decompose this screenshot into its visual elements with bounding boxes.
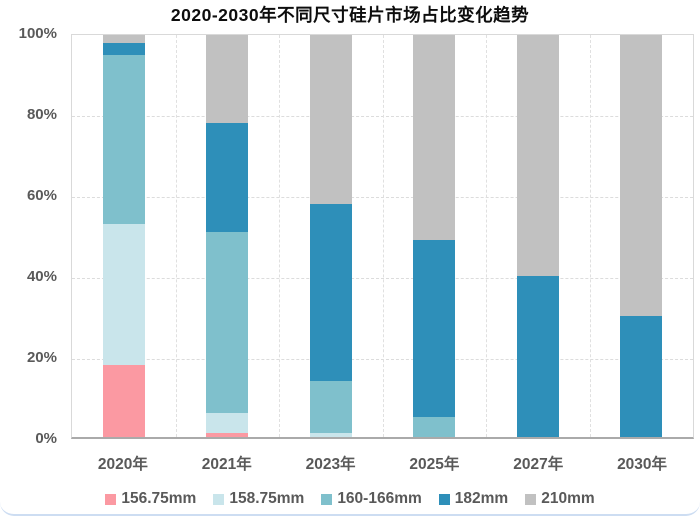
bar-segment-160-166mm — [309, 380, 352, 433]
v-gridline — [589, 35, 591, 437]
y-tick-label: 40% — [26, 268, 57, 285]
bar-segment-182mm — [309, 203, 352, 381]
bar-slot-2030年 — [590, 35, 694, 437]
bar-segment-158.75mm — [309, 432, 352, 437]
y-tick-label: 100% — [18, 25, 57, 42]
v-gridline — [486, 35, 487, 437]
legend-swatch-icon — [321, 493, 333, 505]
y-tick-label: 20% — [26, 349, 57, 366]
bar-segment-210mm — [620, 35, 663, 317]
y-tick-label: 60% — [26, 187, 57, 204]
bar-segment-156.75mm — [102, 364, 145, 437]
legend-swatch-icon — [213, 493, 225, 505]
x-tick-label: 2030年 — [617, 456, 668, 473]
stacked-bar-2020年 — [102, 35, 145, 437]
legend-label: 156.75mm — [121, 490, 197, 507]
bar-segment-210mm — [102, 35, 145, 44]
bar-segment-160-166mm — [413, 416, 456, 437]
bar-segment-210mm — [309, 35, 352, 204]
legend: 156.75mm 158.75mm 160-166mm 182mm 210mm — [0, 490, 700, 508]
legend-item-158.75mm: 158.75mm — [213, 490, 304, 508]
x-tick-label: 2023年 — [305, 456, 356, 473]
bar-segment-160-166mm — [102, 55, 145, 224]
stacked-bar-2025年 — [413, 35, 456, 437]
bar-segment-158.75mm — [102, 223, 145, 365]
bar-slot-2025年 — [383, 35, 487, 437]
bar-segment-182mm — [620, 316, 663, 437]
bar-slot-2020年 — [72, 35, 176, 437]
stacked-bar-2027年 — [516, 35, 559, 437]
legend-swatch-icon — [525, 493, 537, 505]
legend-label: 182mm — [454, 490, 509, 507]
v-gridline — [175, 35, 177, 437]
v-gridline — [382, 35, 384, 437]
v-gridline — [279, 35, 280, 437]
legend-label: 210mm — [541, 490, 595, 507]
legend-item-156.75mm: 156.75mm — [105, 490, 196, 508]
bar-segment-210mm — [516, 35, 559, 277]
bar-segment-158.75mm — [206, 412, 249, 433]
y-tick-label: 80% — [26, 106, 57, 123]
legend-swatch-icon — [438, 493, 450, 505]
x-tick-label: 2020年 — [97, 456, 148, 473]
bar-slot-2027年 — [486, 35, 590, 437]
legend-label: 158.75mm — [229, 490, 305, 507]
bar-segment-210mm — [413, 35, 456, 241]
stacked-bar-2023年 — [309, 35, 352, 437]
bar-segment-160-166mm — [206, 232, 249, 413]
chart-title: 2020-2030年不同尺寸硅片市场占比变化趋势 — [170, 5, 530, 25]
legend-item-210mm: 210mm — [525, 490, 595, 508]
legend-swatch-icon — [105, 493, 117, 505]
bar-segment-182mm — [413, 240, 456, 417]
bar-slot-2021年 — [176, 35, 280, 437]
plot-area — [71, 34, 694, 439]
y-tick-label: 0% — [35, 430, 57, 447]
legend-label: 160-166mm — [337, 490, 422, 507]
legend-item-160-166mm: 160-166mm — [321, 490, 422, 508]
stacked-bar-2030年 — [620, 35, 663, 437]
x-axis: 2020年 2021年 2023年 2025年 2027年 2030年 — [71, 452, 694, 474]
legend-item-182mm: 182mm — [438, 490, 509, 508]
stacked-bar-2021年 — [206, 35, 249, 437]
x-tick-label: 2027年 — [513, 456, 564, 473]
x-tick-label: 2021年 — [201, 456, 252, 473]
bar-slot-2023年 — [279, 35, 383, 437]
bar-segment-156.75mm — [206, 432, 249, 437]
bar-segment-182mm — [206, 123, 249, 232]
x-tick-label: 2025年 — [409, 456, 460, 473]
bar-segment-182mm — [102, 43, 145, 56]
bar-segment-182mm — [516, 276, 559, 437]
bar-segment-210mm — [206, 35, 249, 124]
